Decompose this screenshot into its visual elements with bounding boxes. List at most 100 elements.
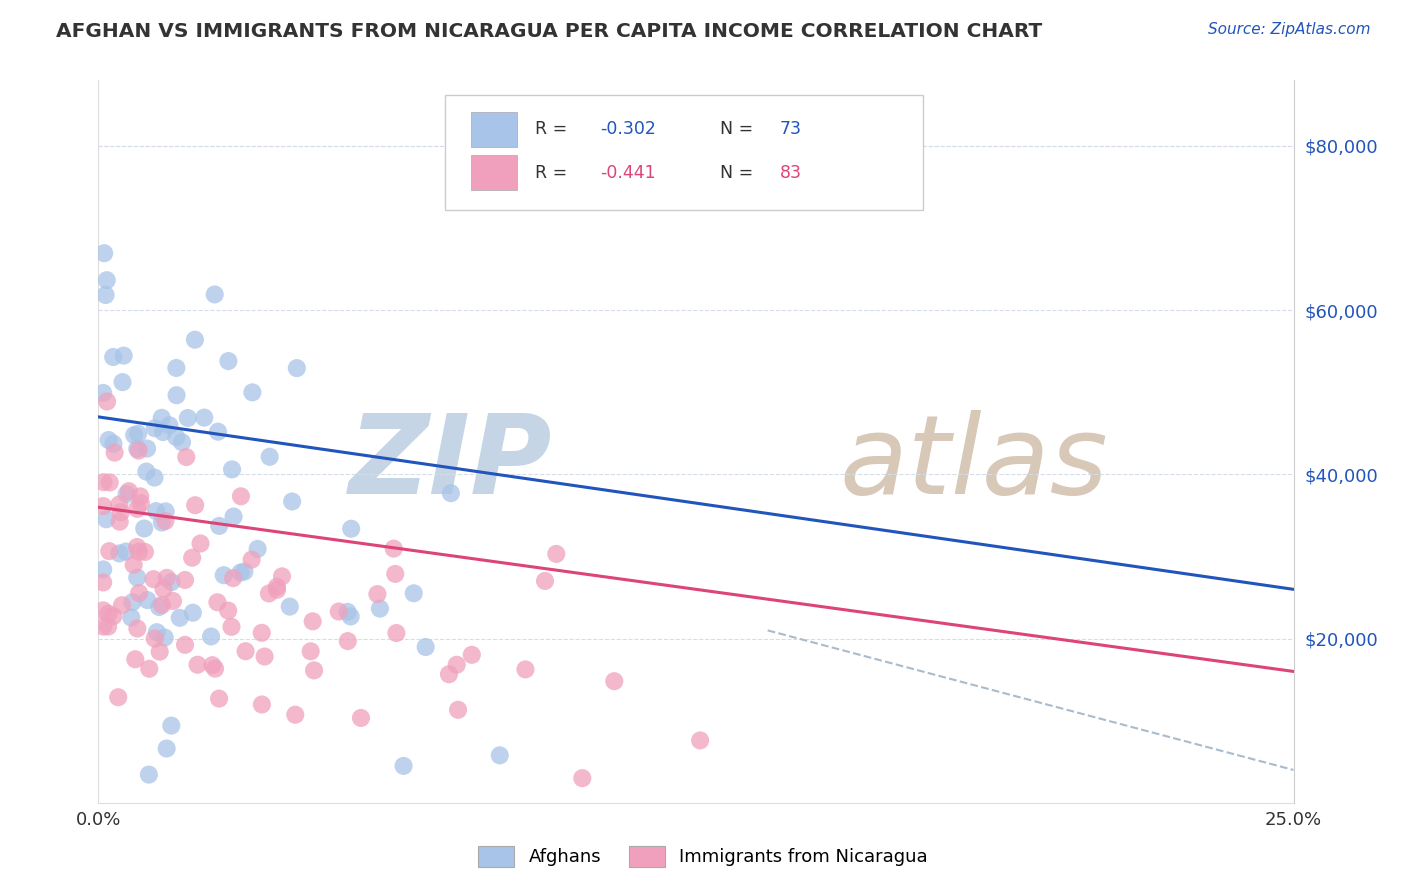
Point: [190, 536, 212, 550]
Point: [107, 690, 129, 705]
Point: [546, 547, 568, 561]
Point: [461, 648, 484, 662]
Point: [108, 497, 131, 511]
Point: [229, 489, 252, 503]
Point: [122, 558, 145, 572]
Point: [138, 767, 160, 781]
Point: [221, 620, 243, 634]
Point: [187, 657, 209, 672]
Point: [145, 504, 167, 518]
Point: [447, 703, 470, 717]
Point: [148, 599, 170, 614]
Point: [91, 603, 114, 617]
Point: [240, 552, 263, 566]
Point: [128, 586, 150, 600]
Text: -0.441: -0.441: [600, 164, 657, 182]
Point: [118, 484, 141, 499]
Text: R =: R =: [534, 120, 572, 138]
Point: [150, 516, 173, 530]
Point: [97, 433, 120, 447]
Point: [162, 594, 184, 608]
Point: [299, 644, 322, 658]
Point: [98, 475, 121, 490]
Point: [340, 522, 363, 536]
Point: [350, 711, 373, 725]
Point: [278, 599, 301, 614]
Text: N =: N =: [720, 120, 759, 138]
Point: [157, 418, 180, 433]
Point: [336, 634, 359, 648]
Point: [266, 580, 288, 594]
Point: [328, 605, 350, 619]
Point: [91, 619, 114, 633]
Point: [143, 470, 166, 484]
Point: [281, 494, 304, 508]
Point: [382, 541, 405, 556]
Point: [266, 582, 288, 597]
Point: [174, 573, 197, 587]
Point: [285, 361, 308, 376]
Point: [534, 574, 557, 588]
Point: [165, 360, 187, 375]
Point: [153, 631, 176, 645]
Point: [142, 572, 165, 586]
Point: [177, 411, 200, 425]
Point: [181, 606, 204, 620]
Point: [94, 288, 117, 302]
Point: [366, 587, 388, 601]
Point: [166, 388, 188, 402]
Point: [169, 611, 191, 625]
Point: [111, 598, 134, 612]
Point: [160, 718, 183, 732]
Point: [152, 582, 174, 596]
Point: [111, 375, 134, 389]
Point: [259, 450, 281, 464]
Text: AFGHAN VS IMMIGRANTS FROM NICARAGUA PER CAPITA INCOME CORRELATION CHART: AFGHAN VS IMMIGRANTS FROM NICARAGUA PER …: [56, 22, 1042, 41]
Point: [108, 546, 131, 560]
Point: [146, 625, 169, 640]
Point: [103, 350, 125, 364]
Point: [96, 394, 118, 409]
Point: [384, 566, 406, 581]
Point: [571, 771, 593, 785]
Point: [217, 604, 239, 618]
Point: [233, 565, 256, 579]
Point: [207, 595, 229, 609]
Point: [134, 521, 156, 535]
Point: [204, 287, 226, 301]
Point: [689, 733, 711, 747]
Point: [488, 748, 510, 763]
Point: [134, 545, 156, 559]
Point: [200, 630, 222, 644]
Point: [204, 662, 226, 676]
Point: [253, 649, 276, 664]
Point: [302, 664, 325, 678]
Point: [98, 544, 121, 558]
Point: [301, 615, 323, 629]
Point: [108, 515, 131, 529]
Point: [129, 489, 152, 503]
Point: [127, 442, 149, 456]
Point: [128, 443, 150, 458]
FancyBboxPatch shape: [471, 112, 517, 147]
Point: [136, 593, 159, 607]
FancyBboxPatch shape: [446, 95, 922, 211]
Point: [193, 410, 215, 425]
Point: [127, 540, 149, 554]
Point: [181, 550, 204, 565]
Point: [97, 607, 120, 621]
Point: [246, 541, 269, 556]
Point: [127, 501, 149, 516]
Point: [368, 601, 391, 615]
Point: [136, 442, 159, 456]
Point: [284, 707, 307, 722]
Legend: Afghans, Immigrants from Nicaragua: Afghans, Immigrants from Nicaragua: [471, 838, 935, 874]
Text: -0.302: -0.302: [600, 120, 657, 138]
Point: [222, 571, 245, 585]
Point: [152, 425, 174, 439]
Point: [402, 586, 425, 600]
Point: [103, 609, 125, 624]
Point: [143, 632, 166, 646]
Text: 83: 83: [779, 164, 801, 182]
Point: [121, 595, 143, 609]
